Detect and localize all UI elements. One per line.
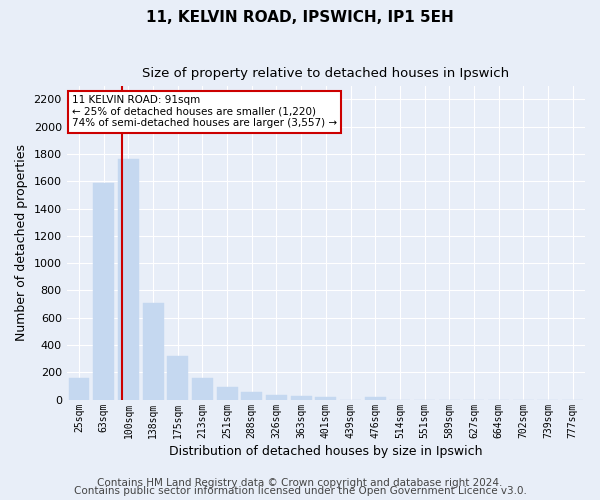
Y-axis label: Number of detached properties: Number of detached properties <box>15 144 28 341</box>
Text: 11 KELVIN ROAD: 91sqm
← 25% of detached houses are smaller (1,220)
74% of semi-d: 11 KELVIN ROAD: 91sqm ← 25% of detached … <box>72 95 337 128</box>
Text: 11, KELVIN ROAD, IPSWICH, IP1 5EH: 11, KELVIN ROAD, IPSWICH, IP1 5EH <box>146 10 454 25</box>
Bar <box>266 395 287 400</box>
Bar <box>192 378 213 400</box>
Text: Contains public sector information licensed under the Open Government Licence v3: Contains public sector information licen… <box>74 486 526 496</box>
Bar <box>93 182 114 400</box>
Bar <box>167 356 188 400</box>
Bar <box>217 388 238 400</box>
Bar <box>365 397 386 400</box>
Bar <box>316 397 337 400</box>
Bar <box>68 378 89 400</box>
Text: Contains HM Land Registry data © Crown copyright and database right 2024.: Contains HM Land Registry data © Crown c… <box>97 478 503 488</box>
X-axis label: Distribution of detached houses by size in Ipswich: Distribution of detached houses by size … <box>169 444 482 458</box>
Bar <box>241 392 262 400</box>
Title: Size of property relative to detached houses in Ipswich: Size of property relative to detached ho… <box>142 68 509 80</box>
Bar <box>290 396 311 400</box>
Bar <box>118 160 139 400</box>
Bar <box>143 302 164 400</box>
